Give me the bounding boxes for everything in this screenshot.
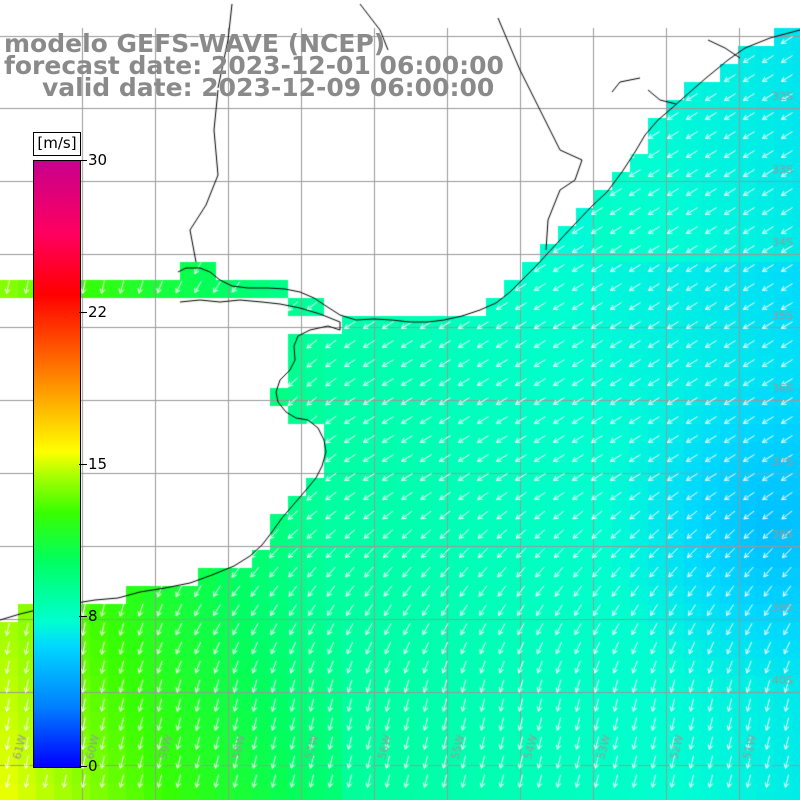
model-title: modelo GEFS-WAVE (NCEP) [4,29,386,58]
colorbar-tick-mark [79,160,87,161]
colorbar-tick-label: 30 [88,151,108,169]
colorbar-tick-label: 22 [88,303,108,321]
valid-date: valid date: 2023-12-09 06:00:00 [42,73,495,102]
forecast-date: forecast date: 2023-12-01 06:00:00 [4,51,504,80]
colorbar-tick-mark [79,312,87,313]
colorbar-tick-mark [79,616,87,617]
colorbar-tick-label: 0 [88,757,98,775]
colorbar-tick-mark [79,464,87,465]
colorbar-unit-label: [m/s] [33,132,81,156]
colorbar-tick-mark [79,766,87,767]
colorbar-tick-label: 8 [88,607,98,625]
colorbar-tick-label: 15 [88,455,108,473]
colorbar [33,160,81,768]
